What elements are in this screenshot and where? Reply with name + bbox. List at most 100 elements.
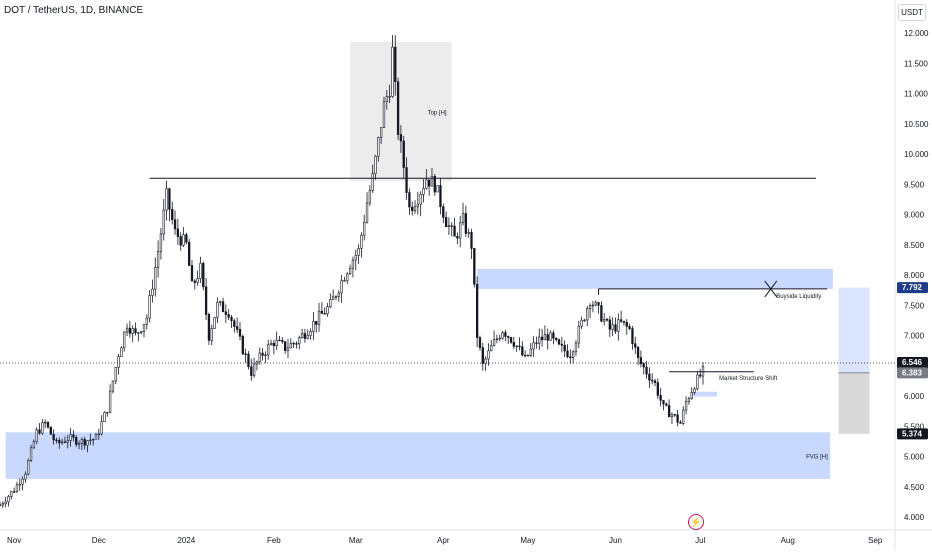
- candle-body: [504, 332, 507, 337]
- candle-body: [591, 304, 595, 307]
- y-tick-label: 10.500: [904, 120, 929, 129]
- lightning-icon[interactable]: ⚡: [688, 514, 704, 530]
- candle-body: [309, 331, 312, 336]
- candle-body: [659, 395, 662, 401]
- candle-body: [481, 347, 484, 364]
- candle-body: [484, 358, 487, 364]
- candle-body: [241, 336, 244, 355]
- candle-body: [631, 328, 634, 345]
- candle-body: [44, 421, 47, 424]
- candle-body: [608, 319, 611, 330]
- candle-body: [594, 302, 597, 306]
- candle-body: [236, 326, 239, 330]
- candle-body: [603, 319, 606, 322]
- symbol-title[interactable]: DOT / TetherUS, 1D, BINANCE: [4, 5, 144, 16]
- candle-body: [272, 342, 276, 347]
- candle-body: [501, 332, 504, 339]
- candle-body: [86, 440, 89, 446]
- candle-body: [103, 412, 106, 423]
- fvg-label: FVG [H]: [806, 454, 828, 460]
- candle-body: [651, 379, 654, 382]
- candle-body: [461, 213, 465, 224]
- y-tick-label: 11.500: [904, 59, 928, 68]
- candle-body: [120, 347, 123, 358]
- candle-body: [447, 225, 451, 227]
- candle-body: [230, 316, 233, 322]
- candle-body: [21, 478, 24, 485]
- candle-body: [238, 329, 242, 337]
- y-tick-label: 6.000: [904, 392, 925, 401]
- candle-body: [682, 409, 685, 424]
- candle-body: [182, 234, 185, 246]
- candle-body: [55, 439, 58, 441]
- candle-body: [224, 311, 228, 315]
- candle-body: [275, 339, 278, 347]
- candle-body: [413, 206, 417, 212]
- candle-body: [656, 382, 659, 396]
- candle-body: [425, 179, 428, 189]
- candle-body: [684, 401, 688, 411]
- x-tick-label: May: [520, 536, 535, 545]
- candle-body: [377, 137, 380, 157]
- candle-body: [523, 354, 527, 357]
- candle-body: [63, 441, 67, 443]
- currency-button[interactable]: USDT: [898, 4, 926, 21]
- candle-body: [83, 438, 86, 446]
- candle-body: [597, 302, 600, 306]
- x-tick-label: Mar: [349, 536, 363, 545]
- candle-body: [532, 342, 535, 350]
- y-tick-label: 4.000: [904, 513, 925, 522]
- cross-mark-b: [764, 280, 778, 298]
- candle-body: [312, 321, 315, 332]
- candle-body: [495, 338, 499, 341]
- candle-body: [645, 366, 648, 375]
- candle-body: [653, 380, 657, 383]
- candle-body: [456, 235, 459, 239]
- candle-body: [368, 190, 372, 204]
- candle-body: [416, 203, 420, 208]
- candle-body: [213, 317, 216, 329]
- candle-body: [306, 335, 309, 339]
- candle-body: [258, 352, 261, 363]
- candle-body: [566, 350, 569, 358]
- candle-body: [269, 342, 273, 346]
- candle-body: [490, 345, 493, 352]
- candle-body: [196, 278, 199, 283]
- small-demand-zone: [691, 391, 718, 397]
- candle-body: [622, 320, 626, 323]
- y-tick-label: 7.500: [904, 301, 925, 310]
- candle-body: [699, 374, 702, 377]
- candle-body: [343, 280, 346, 282]
- candle-body: [450, 225, 453, 227]
- candle-body: [690, 392, 693, 399]
- axes-layer: 12.000 11.500 11.000 10.500 10.000 9.500 9.000…: [7, 29, 929, 545]
- candle-body: [233, 320, 236, 327]
- y-tick-label: 8.500: [904, 241, 925, 250]
- candle-body: [18, 483, 21, 486]
- candle-body: [549, 332, 552, 341]
- x-tick-label: Jul: [695, 536, 705, 545]
- candle-body: [360, 234, 363, 249]
- candle-body: [193, 280, 196, 283]
- target-price-label-bg: [897, 282, 928, 294]
- candle-body: [526, 354, 530, 357]
- candle-body: [512, 342, 515, 347]
- candle-body: [41, 422, 44, 434]
- target-price-label: 7.792: [902, 283, 923, 292]
- candle-body: [204, 286, 208, 315]
- candle-body: [625, 322, 628, 327]
- candle-body: [199, 263, 202, 279]
- y-tick-label: 12.000: [904, 29, 929, 38]
- candle-body: [605, 319, 609, 321]
- candle-body: [340, 280, 343, 294]
- x-tick-label: Jun: [609, 536, 622, 545]
- candle-body: [151, 288, 154, 296]
- candle-body: [46, 421, 50, 428]
- candle-body: [154, 267, 157, 290]
- x-tick-label: Feb: [267, 536, 281, 545]
- candle-body: [380, 127, 383, 138]
- candle-body: [168, 188, 171, 210]
